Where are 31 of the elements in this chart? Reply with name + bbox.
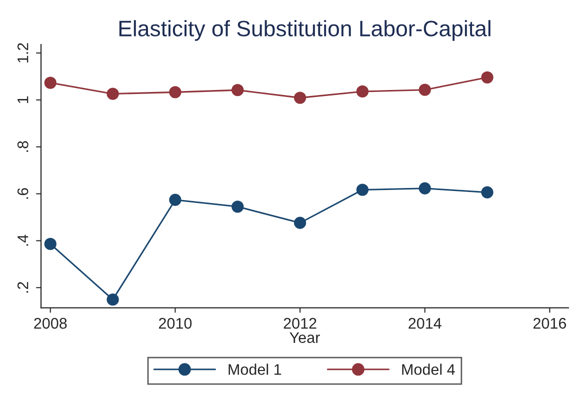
point xyxy=(481,186,494,198)
point xyxy=(44,238,56,250)
x-tick-label: 2016 xyxy=(533,318,566,329)
point xyxy=(418,182,431,194)
point xyxy=(106,294,119,306)
point xyxy=(169,86,182,98)
point xyxy=(232,200,244,213)
legend-label: Model 1 xyxy=(228,364,282,375)
y-tick-label: .6 xyxy=(17,188,28,199)
point xyxy=(418,84,431,96)
point xyxy=(294,216,306,229)
x-tick-label: 2012 xyxy=(284,318,316,329)
point xyxy=(356,85,369,98)
point xyxy=(232,84,244,96)
y-tick-label: 1 xyxy=(18,96,28,104)
point xyxy=(169,194,182,206)
x-tick-label: 2010 xyxy=(158,318,192,329)
x-tick-label: 2008 xyxy=(34,318,67,329)
point xyxy=(356,184,369,196)
point xyxy=(294,92,306,104)
point xyxy=(481,71,494,84)
y-tick-label: .8 xyxy=(17,141,28,152)
x-axis-title: Year xyxy=(290,332,320,343)
x-tick-label: 2014 xyxy=(408,318,442,329)
legend-label: Model 4 xyxy=(402,364,455,375)
chart-title: Elasticity of Substitution Labor-Capital xyxy=(119,20,490,41)
y-tick-label: .4 xyxy=(18,234,28,246)
point xyxy=(44,76,56,89)
point xyxy=(106,88,119,100)
y-tick-label: 1.2 xyxy=(17,43,28,62)
y-tick-label: .2 xyxy=(17,282,28,293)
